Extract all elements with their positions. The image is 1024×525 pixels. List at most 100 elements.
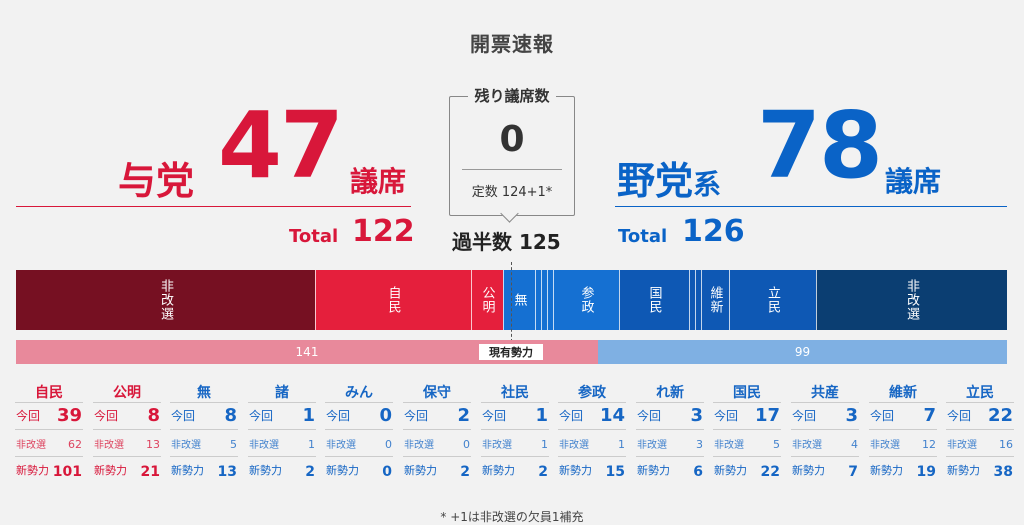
party-name: みん xyxy=(345,385,373,401)
row-current: 今回 2 xyxy=(403,402,471,429)
row-label: 今回 xyxy=(559,409,584,423)
row-label: 新勢力 xyxy=(326,464,359,477)
bar-separator xyxy=(547,270,548,330)
row-label: 非改選 xyxy=(870,440,900,451)
nonelection-seats: 13 xyxy=(146,438,160,451)
row-nonelection: 非改選 0 xyxy=(325,429,393,456)
nonelection-seats: 0 xyxy=(385,438,392,451)
nonelection-seats: 5 xyxy=(230,438,237,451)
seg-small-1 xyxy=(535,270,553,330)
remaining-divider xyxy=(462,169,562,170)
row-label: 非改選 xyxy=(94,440,124,451)
row-current: 今回 8 xyxy=(170,402,238,429)
bar-separator xyxy=(695,270,696,330)
row-new-strength: 新勢力 2 xyxy=(248,456,316,483)
current-seats: 8 xyxy=(224,405,237,426)
row-current: 今回 22 xyxy=(946,402,1014,429)
row-label: 今回 xyxy=(404,409,429,423)
party-name: 立民 xyxy=(966,385,994,401)
bar-separator xyxy=(535,270,536,330)
bar-separator xyxy=(315,270,316,330)
row-label: 非改選 xyxy=(171,440,201,451)
row-label: 非改選 xyxy=(792,440,822,451)
new-strength-seats: 38 xyxy=(993,464,1013,480)
remaining-seats-label: 残り議席数 xyxy=(450,85,574,106)
seg-rikken: 立民 xyxy=(729,270,816,330)
current-seats: 39 xyxy=(56,405,82,426)
row-nonelection: 非改選 4 xyxy=(791,429,859,456)
party-name: 共産 xyxy=(811,385,839,401)
row-label: 今回 xyxy=(171,409,196,423)
party-column: 国民 今回 17 非改選 5 新勢力 22 xyxy=(713,382,781,483)
row-new-strength: 新勢力 21 xyxy=(93,456,161,483)
row-new-strength: 新勢力 101 xyxy=(15,456,83,483)
party-column: 参政 今回 14 非改選 1 新勢力 15 xyxy=(558,382,626,483)
row-label: 新勢力 xyxy=(171,464,204,477)
row-nonelection: 非改選 1 xyxy=(558,429,626,456)
footnote: * +1は非改選の欠員1補充 xyxy=(440,510,584,524)
party-name: れ新 xyxy=(656,385,684,401)
opposition-total: 126 xyxy=(682,214,745,249)
new-strength-seats: 101 xyxy=(52,464,82,480)
row-label: 今回 xyxy=(947,409,972,423)
row-label: 非改選 xyxy=(714,440,744,451)
majority-line xyxy=(511,262,512,342)
row-label: 今回 xyxy=(637,409,662,423)
row-label: 非改選 xyxy=(559,440,589,451)
seg-jimin: 自民 xyxy=(315,270,471,330)
ruling-divider xyxy=(16,206,411,207)
seg-independent: 無 xyxy=(503,270,535,330)
new-strength-seats: 15 xyxy=(605,464,625,480)
row-new-strength: 新勢力 38 xyxy=(946,456,1014,483)
row-new-strength: 新勢力 2 xyxy=(481,456,549,483)
nonelection-seats: 0 xyxy=(463,438,470,451)
ruling-name: 与党 xyxy=(118,159,195,203)
bar-separator xyxy=(471,270,472,330)
bar-separator xyxy=(553,270,554,330)
row-label: 今回 xyxy=(16,409,41,423)
nonelection-seats: 1 xyxy=(541,438,548,451)
row-new-strength: 新勢力 19 xyxy=(869,456,937,483)
current-seats: 1 xyxy=(302,405,315,426)
seg-sansei: 参政 xyxy=(553,270,619,330)
row-nonelection: 非改選 1 xyxy=(481,429,549,456)
row-label: 今回 xyxy=(249,409,274,423)
row-current: 今回 1 xyxy=(481,402,549,429)
row-current: 今回 8 xyxy=(93,402,161,429)
new-strength-seats: 13 xyxy=(217,464,237,480)
row-label: 非改選 xyxy=(947,440,977,451)
current-seats: 14 xyxy=(599,405,625,426)
row-label: 非改選 xyxy=(482,440,512,451)
row-current: 今回 3 xyxy=(636,402,704,429)
row-nonelection: 非改選 16 xyxy=(946,429,1014,456)
row-label: 非改選 xyxy=(637,440,667,451)
row-new-strength: 新勢力 13 xyxy=(170,456,238,483)
seg-ruling-nonelection: 非改選 xyxy=(16,270,315,330)
row-new-strength: 新勢力 15 xyxy=(558,456,626,483)
nonelection-seats: 4 xyxy=(851,438,858,451)
current-seats: 0 xyxy=(379,405,392,426)
opposition-seats: 78 xyxy=(757,92,883,199)
row-nonelection: 非改選 1 xyxy=(248,429,316,456)
party-name: 諸 xyxy=(275,385,289,401)
row-current: 今回 7 xyxy=(869,402,937,429)
party-column: 自民 今回 39 非改選 62 新勢力 101 xyxy=(15,382,83,483)
row-label: 非改選 xyxy=(404,440,434,451)
party-column: 共産 今回 3 非改選 4 新勢力 7 xyxy=(791,382,859,483)
current-seats: 3 xyxy=(690,405,703,426)
row-label: 新勢力 xyxy=(249,464,282,477)
row-nonelection: 非改選 3 xyxy=(636,429,704,456)
party-column: 公明 今回 8 非改選 13 新勢力 21 xyxy=(93,382,161,483)
new-strength-seats: 19 xyxy=(916,464,936,480)
opposition-divider xyxy=(615,206,1007,207)
nonelection-seats: 16 xyxy=(999,438,1013,451)
bar-separator xyxy=(619,270,620,330)
new-strength-seats: 2 xyxy=(305,464,315,480)
row-label: 新勢力 xyxy=(404,464,437,477)
row-label: 新勢力 xyxy=(637,464,670,477)
current-seats: 17 xyxy=(754,405,780,426)
row-label: 今回 xyxy=(870,409,895,423)
row-new-strength: 新勢力 6 xyxy=(636,456,704,483)
ruling-seats: 47 xyxy=(218,92,344,199)
row-label: 今回 xyxy=(482,409,507,423)
